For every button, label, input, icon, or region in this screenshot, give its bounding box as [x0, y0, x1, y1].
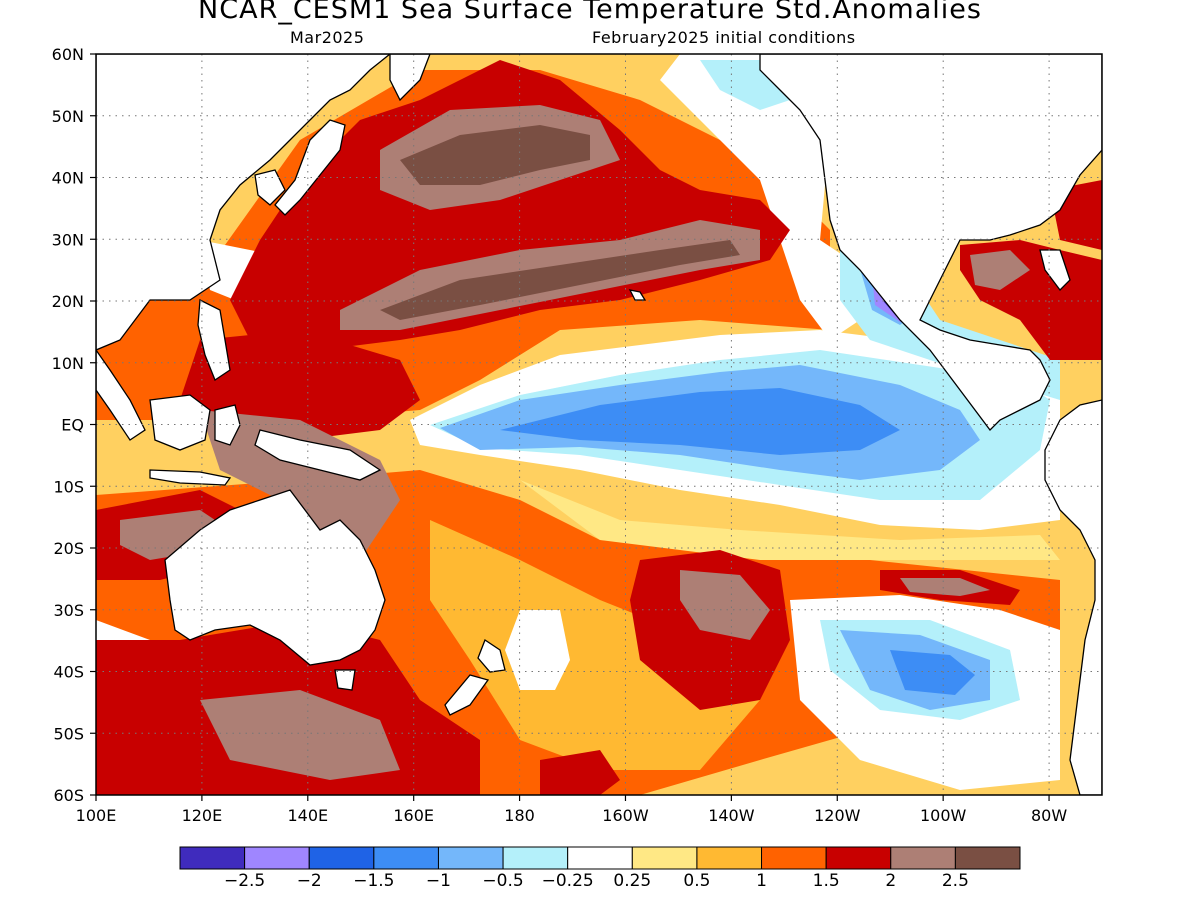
- light-warm-east: [520, 480, 1060, 560]
- south-central-brown: [680, 570, 770, 640]
- page-title: NCAR_CESM1 Sea Surface Temperature Std.A…: [198, 0, 982, 25]
- lon-tick-label: 140W: [708, 806, 755, 825]
- colorbar-label: −0.5: [482, 871, 523, 891]
- north-america-landmass: [759, 54, 1102, 431]
- lon-tick-label: 180: [504, 806, 535, 825]
- southern-red-3: [540, 750, 620, 795]
- lon-tick-label: 120W: [814, 806, 861, 825]
- new-zealand-north: [477, 639, 506, 673]
- se-pacific-warm-core: [900, 578, 990, 596]
- colorbar-swatch: [373, 846, 439, 870]
- colorbar-label: 2.5: [942, 871, 969, 891]
- lat-tick-label: 30S: [53, 601, 84, 620]
- philippines: [197, 298, 231, 381]
- colorbar-label: 1: [756, 871, 767, 891]
- kamchatka: [389, 54, 431, 102]
- graticule: [96, 54, 1102, 795]
- colorbar-swatch: [308, 846, 375, 870]
- lon-tick-label: 80W: [1031, 806, 1067, 825]
- warm-pool-brown: [200, 410, 400, 560]
- lat-tick-label: 20N: [52, 292, 84, 311]
- lat-tick-label: 20S: [53, 539, 84, 558]
- lat-tick-label: 40S: [53, 663, 84, 682]
- gulf-brown: [970, 250, 1030, 290]
- colorbar-swatch: [179, 846, 246, 870]
- colorbar-label: 1.5: [813, 871, 840, 891]
- lat-tick-label: 10N: [52, 354, 84, 373]
- sumatra: [96, 348, 146, 441]
- australia-landmass: [164, 489, 386, 666]
- lon-tick-label: 160E: [393, 806, 434, 825]
- sulawesi: [214, 404, 241, 446]
- japan-island: [274, 119, 346, 216]
- lon-tick-label: 100W: [920, 806, 967, 825]
- south-pacific-neutral: [505, 610, 570, 690]
- longitude-axis: 100E 120E 140E 160E 180 160W 140W 120W 100W 80W: [76, 795, 1067, 825]
- west-warm-red: [180, 330, 420, 440]
- colorbar-label: −2: [297, 871, 322, 891]
- lat-tick-label: 60S: [53, 786, 84, 805]
- colorbar-label: −1: [426, 871, 451, 891]
- colorbar: −2.5 −2 −1.5 −1 −0.5 −0.25 0.25 0.5 1 1.5 2 2.5: [179, 846, 1021, 891]
- lat-tick-label: 40N: [52, 169, 84, 188]
- colorbar-label: −1.5: [353, 871, 394, 891]
- lon-tick-label: 120E: [182, 806, 223, 825]
- lon-tick-label: 140E: [287, 806, 328, 825]
- colorbar-label: 0.25: [613, 871, 651, 891]
- latitude-axis: 60N 50N 40N 30N 20N 10N EQ 10S 20S 30S 40S 50S 60S: [52, 45, 96, 805]
- colorbar-swatch: [631, 846, 698, 870]
- java: [149, 469, 232, 486]
- colorbar-swatch: [244, 846, 310, 870]
- colorbar-swatch: [696, 846, 763, 870]
- initial-conditions-label: February2025 initial conditions: [592, 28, 856, 47]
- lat-tick-label: 30N: [52, 230, 84, 249]
- new-guinea: [254, 429, 382, 481]
- lat-tick-label: 50S: [53, 724, 84, 743]
- map-panel: [96, 54, 1102, 795]
- nw-band-dark: [380, 240, 740, 320]
- asia-landmass: [96, 54, 392, 351]
- moderate-warm-south: [430, 520, 760, 770]
- north-pacific-band-brown2: [400, 125, 590, 185]
- colorbar-label: −0.25: [542, 871, 594, 891]
- colorbar-swatch: [825, 846, 892, 870]
- lat-tick-label: 50N: [52, 107, 84, 126]
- land-masses: [96, 54, 1102, 795]
- south-brown-2: [200, 690, 400, 780]
- forecast-month-label: Mar2025: [290, 28, 365, 47]
- colorbar-label: 0.5: [683, 871, 710, 891]
- colorbar-swatch: [567, 846, 633, 870]
- colorbar-swatch: [437, 846, 504, 870]
- lat-tick-label: 60N: [52, 45, 84, 64]
- lat-tick-label: EQ: [61, 416, 84, 435]
- colorbar-swatch: [890, 846, 956, 870]
- se-pacific-cool-center: [890, 650, 975, 695]
- borneo: [149, 394, 211, 451]
- colorbar-swatch: [761, 846, 827, 870]
- colorbar-swatch: [954, 846, 1021, 870]
- korea-peninsula: [254, 169, 286, 206]
- tasmania: [334, 669, 356, 691]
- south-america-landmass: [1044, 399, 1102, 795]
- colorbar-swatch: [502, 846, 569, 870]
- hawaii: [628, 289, 647, 301]
- colorbar-label: −2.5: [224, 871, 265, 891]
- lon-tick-label: 160W: [602, 806, 649, 825]
- cool-tongue-inner: [500, 388, 900, 455]
- lon-tick-label: 100E: [76, 806, 117, 825]
- colorbar-label: 2: [885, 871, 896, 891]
- florida-peninsula: [1039, 249, 1071, 291]
- new-zealand-south: [444, 674, 490, 716]
- lat-tick-label: 10S: [53, 477, 84, 496]
